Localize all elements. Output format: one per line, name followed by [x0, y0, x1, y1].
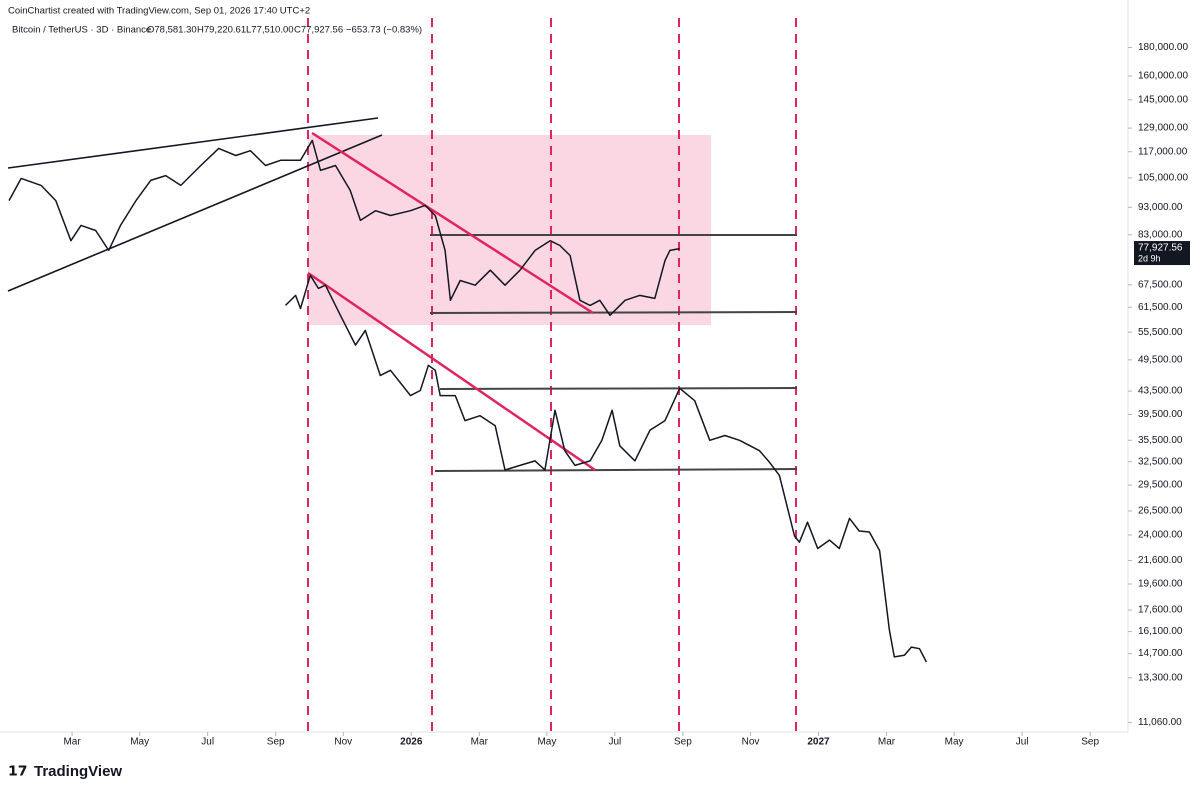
level-line	[434, 468, 798, 472]
wedge-line	[7, 134, 383, 292]
y-tick-label: 49,500.00	[1138, 354, 1183, 365]
y-tick-label: 55,500.00	[1138, 327, 1183, 338]
wedge-line	[7, 117, 379, 169]
logo-icon: 𝟭𝟳	[8, 763, 27, 779]
highlight-box	[308, 135, 711, 325]
x-tick-label: May	[130, 737, 149, 748]
y-tick-label: 13,300.00	[1138, 672, 1183, 683]
y-tick-label: 16,100.00	[1138, 626, 1183, 637]
x-tick-label: 2027	[807, 737, 830, 748]
y-tick-label: 93,000.00	[1138, 202, 1183, 213]
x-tick-label: Mar	[63, 737, 81, 748]
y-tick-label: 117,000.00	[1138, 146, 1188, 157]
y-tick-label: 39,500.00	[1138, 409, 1183, 420]
x-tick-label: Mar	[878, 737, 896, 748]
countdown: 2d 9h	[1138, 253, 1161, 263]
trend-line	[311, 131, 594, 315]
price-line	[284, 274, 928, 663]
x-tick-label: May	[945, 737, 964, 748]
y-tick-label: 24,000.00	[1138, 530, 1183, 541]
x-tick-label: Sep	[674, 737, 692, 748]
credit: CoinChartist created with TradingView.co…	[8, 6, 310, 17]
y-tick-label: 17,600.00	[1138, 605, 1183, 616]
low: L77,510.00	[246, 25, 294, 36]
y-tick-label: 19,600.00	[1138, 579, 1183, 590]
close: C77,927.56	[294, 25, 343, 36]
x-tick-label: Mar	[471, 737, 489, 748]
x-tick-label: Jul	[1016, 737, 1029, 748]
y-tick-label: 21,600.00	[1138, 555, 1183, 566]
y-tick-label: 29,500.00	[1138, 480, 1183, 491]
y-tick-label: 67,500.00	[1138, 279, 1183, 290]
logo: TradingView	[34, 763, 122, 780]
x-tick-label: Nov	[742, 737, 760, 748]
x-tick-label: Jul	[201, 737, 214, 748]
change: −653.73 (−0.83%)	[346, 25, 422, 36]
y-tick-label: 35,500.00	[1138, 435, 1183, 446]
y-tick-label: 105,000.00	[1138, 173, 1188, 184]
last-price-label: 77,927.56	[1138, 243, 1183, 254]
y-tick-label: 14,700.00	[1138, 648, 1183, 659]
y-tick-label: 160,000.00	[1138, 71, 1188, 82]
y-tick-label: 43,500.00	[1138, 386, 1183, 397]
y-tick-label: 32,500.00	[1138, 456, 1183, 467]
price-line	[8, 139, 680, 317]
y-tick-label: 129,000.00	[1138, 123, 1188, 134]
x-tick-label: 2026	[400, 737, 423, 748]
y-tick-label: 145,000.00	[1138, 94, 1188, 105]
last-price-tag	[1134, 241, 1190, 266]
y-tick-label: 83,000.00	[1138, 229, 1183, 240]
y-tick-label: 11,060.00	[1138, 717, 1182, 728]
x-tick-label: May	[537, 737, 556, 748]
trend-line	[307, 271, 596, 472]
y-tick-label: 26,500.00	[1138, 506, 1183, 517]
symbol: Bitcoin / TetherUS · 3D · Binance	[12, 25, 151, 36]
high: H79,220.61	[197, 25, 246, 36]
y-tick-label: 61,500.00	[1138, 302, 1183, 313]
x-tick-label: Jul	[609, 737, 622, 748]
annotations	[7, 18, 798, 732]
level-line	[439, 387, 798, 390]
x-tick-label: Sep	[1081, 737, 1099, 748]
x-tick-label: Sep	[267, 737, 285, 748]
y-tick-label: 180,000.00	[1138, 42, 1188, 53]
open: O78,581.30	[147, 25, 197, 36]
x-tick-label: Nov	[334, 737, 352, 748]
